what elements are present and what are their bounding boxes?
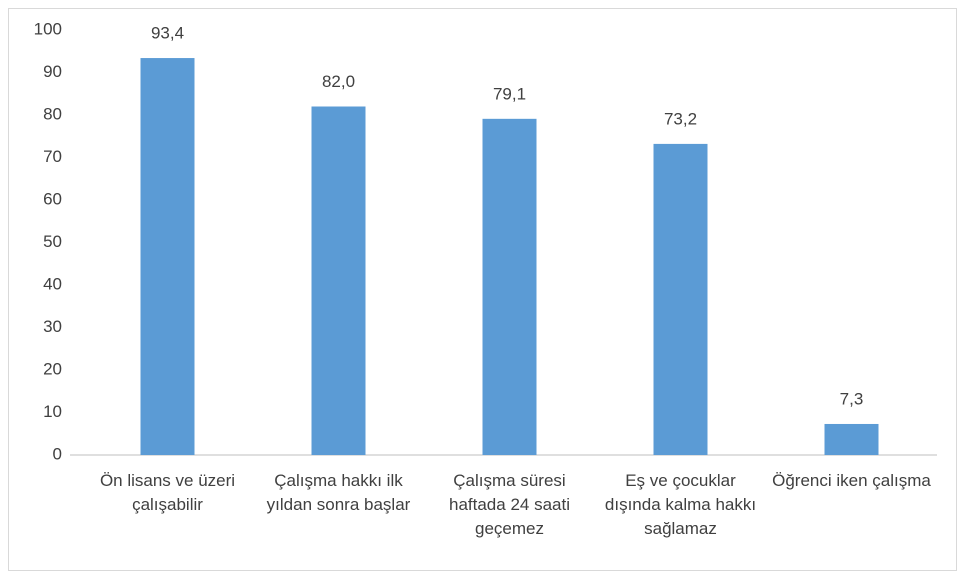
data-label: 82,0 bbox=[322, 72, 355, 91]
y-tick-label: 80 bbox=[43, 104, 62, 123]
bar bbox=[824, 423, 879, 455]
bar bbox=[482, 118, 537, 455]
y-tick-label: 20 bbox=[43, 359, 62, 378]
data-label: 7,3 bbox=[840, 389, 864, 408]
y-tick-label: 70 bbox=[43, 147, 62, 166]
x-tick-label: Eş ve çocuklar dışında kalma hakkı sağla… bbox=[604, 471, 757, 538]
bar bbox=[311, 106, 366, 455]
data-label: 73,2 bbox=[664, 109, 697, 128]
data-label: 79,1 bbox=[493, 84, 526, 103]
bar bbox=[653, 143, 708, 455]
y-tick-label: 40 bbox=[43, 274, 62, 293]
y-tick-label: 90 bbox=[43, 62, 62, 81]
x-tick-label: Öğrenci iken çalışma bbox=[772, 471, 931, 490]
x-tick-label: Ön lisans ve üzeri çalışabilir bbox=[99, 471, 236, 514]
bar bbox=[140, 58, 195, 456]
data-label: 93,4 bbox=[151, 24, 184, 43]
y-tick-label: 50 bbox=[43, 232, 62, 251]
x-tick-label: Çalışma süresi haftada 24 saati geçemez bbox=[449, 471, 570, 538]
y-tick-label: 60 bbox=[43, 189, 62, 208]
y-tick-label: 10 bbox=[43, 402, 62, 421]
y-tick-label: 100 bbox=[34, 19, 62, 38]
y-tick-label: 30 bbox=[43, 317, 62, 336]
y-tick-label: 0 bbox=[53, 444, 62, 463]
x-tick-label: Çalışma hakkı ilk yıldan sonra başlar bbox=[266, 471, 411, 514]
